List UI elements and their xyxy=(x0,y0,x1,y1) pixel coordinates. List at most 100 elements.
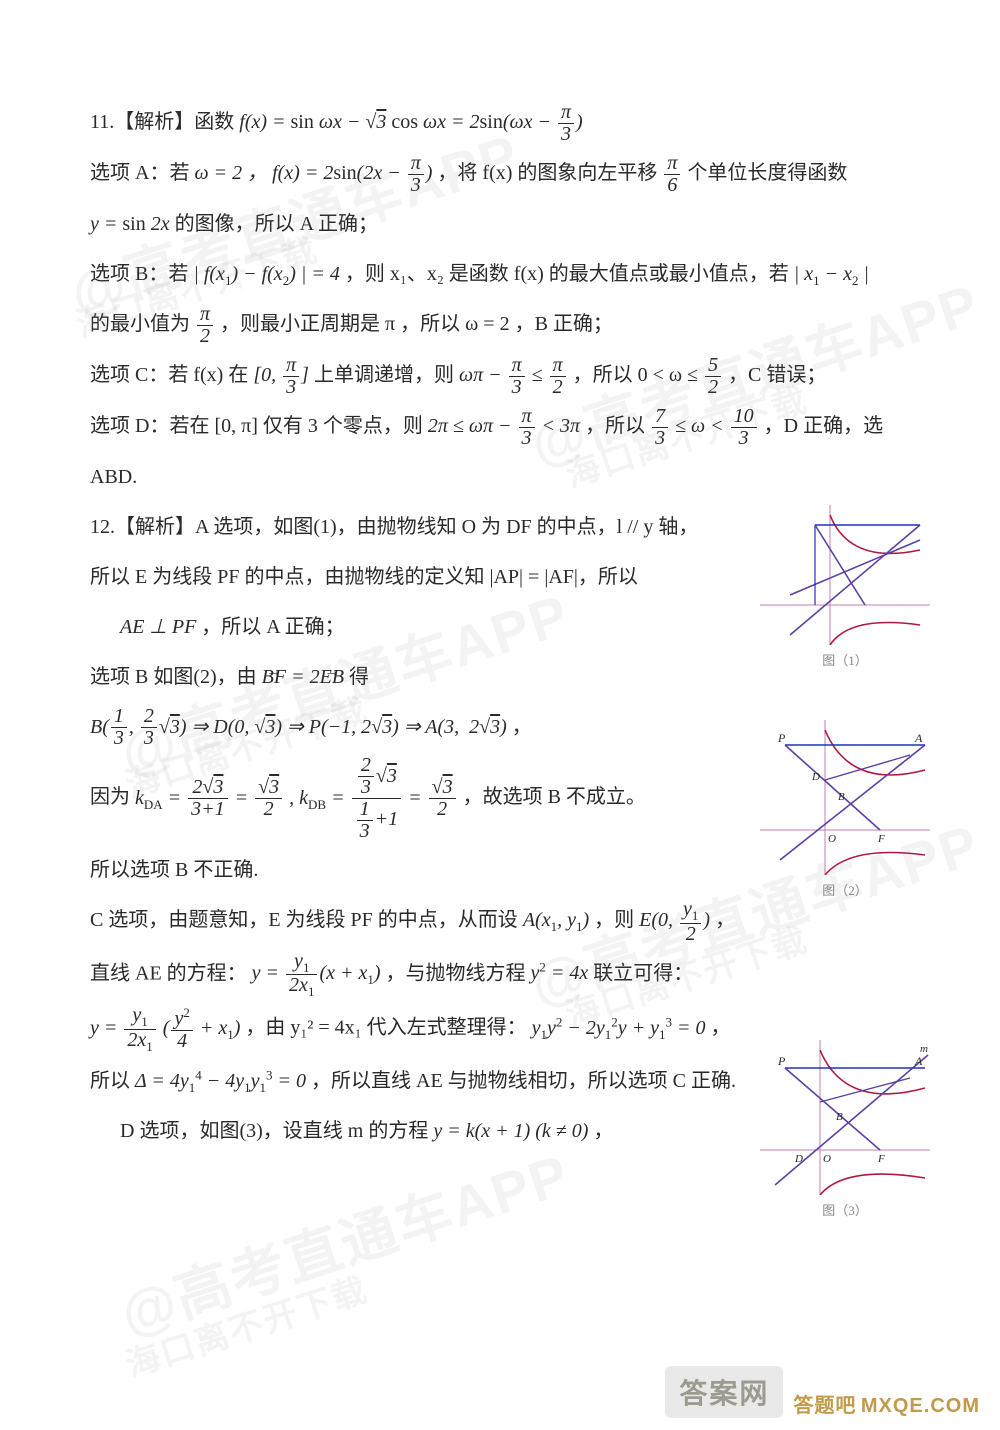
svg-text:O: O xyxy=(828,833,836,845)
p11-answer: ABD. xyxy=(90,455,910,499)
text: 选项 C：若 f(x) 在 xyxy=(90,364,253,386)
frac: 103 xyxy=(731,406,757,449)
text: ，所以直线 AE 与抛物线相切，所以选项 C 正确. xyxy=(311,1070,736,1092)
math: [0, π3] xyxy=(253,364,309,386)
text: ，由 y₁² = 4x₁ 代入左式整理得： xyxy=(245,1017,526,1039)
figure-1: 图（1） xyxy=(760,505,930,665)
p12-optA-1: 12.【解析】A 选项，如图(1)，由抛物线知 O 为 DF 的中点，l // … xyxy=(90,505,740,549)
p11-optA-2: y = sin 2x 的图像，所以 A 正确； xyxy=(90,202,910,246)
math: | x1 − x2 | xyxy=(794,263,869,285)
p12-optA-2: 所以 E 为线段 PF 的中点，由抛物线的定义知 |AP| = |AF|，所以 xyxy=(90,555,740,599)
text: ， xyxy=(512,716,532,738)
text: 直线 AE 的方程： xyxy=(90,962,247,984)
math: y = y12x1 (y24 + x1) xyxy=(90,1017,245,1039)
figure-3-caption: 图（3） xyxy=(760,1200,930,1219)
math: f(x) = sin ωx − √3 cos ωx = 2sin(ωx − π3… xyxy=(239,111,582,133)
figure-2: P A B D O F 图（2） xyxy=(760,720,930,880)
math: ≤ ω < xyxy=(675,415,729,437)
text: 个单位长度得函数 xyxy=(687,162,847,184)
text: ，与抛物线方程 xyxy=(386,962,531,984)
svg-text:F: F xyxy=(877,833,885,845)
text: 上单调递增，则 xyxy=(314,364,459,386)
p11-optA-1: 选项 A：若 ω = 2 ， f(x) = 2sin(2x − π3) ，将 f… xyxy=(90,151,910,196)
text: ，C 错误； xyxy=(728,364,826,386)
svg-text:B: B xyxy=(838,791,845,803)
p12-optC-2: 直线 AE 的方程： y = y12x1(x + x1) ，与抛物线方程 y2 … xyxy=(90,951,740,999)
p12-optC-1: C 选项，由题意知，E 为线段 PF 的中点，从而设 A(x1, y1) ，则 … xyxy=(90,898,910,944)
text: ， xyxy=(711,1017,731,1039)
svg-text:F: F xyxy=(877,1153,885,1165)
p12-optB-1: 选项 B 如图(2)，由 BF = 2EB 得 xyxy=(90,655,740,699)
footer-logo-2: 答题吧 MXQE.COM xyxy=(793,1389,980,1418)
math: E(0, y12) xyxy=(639,909,710,931)
p12-optB-2: B(13, 23√3) ⇒ D(0, √3) ⇒ P(−1, 2√3) ⇒ A(… xyxy=(90,705,740,750)
math: y2 = 4x xyxy=(531,962,589,984)
text: ，则 xyxy=(594,909,639,931)
frac: π2 xyxy=(197,304,213,347)
p11-optB-1: 选项 B：若 | f(x1) − f(x2) | = 4 ，则 x₁、x₂ 是函… xyxy=(90,252,910,296)
text: ，则最小正周期是 π ，所以 ω = 2 ，B 正确； xyxy=(220,313,613,335)
text: 选项 B 如图(2)，由 xyxy=(90,666,262,688)
math: ω = 2 ， f(x) = 2sin(2x − π3) xyxy=(194,162,437,184)
math: y = y12x1(x + x1) xyxy=(252,962,386,984)
figure-3-svg: P A m B D O F xyxy=(760,1040,930,1195)
text: 的图像，所以 A 正确； xyxy=(175,213,378,235)
figure-2-caption: 图（2） xyxy=(760,880,930,899)
text: ，所以 A 正确； xyxy=(201,616,344,638)
text: ，故选项 B 不成立。 xyxy=(463,787,646,809)
text: ，D 正确，选 xyxy=(764,415,883,437)
p11-optD: 选项 D：若在 [0, π] 仅有 3 个零点，则 2π ≤ ωπ − π3 <… xyxy=(90,404,910,449)
text: 的最小值为 xyxy=(90,313,195,335)
math: y1y2 − 2y12y + y13 = 0 xyxy=(532,1017,711,1039)
math: | f(x1) − f(x2) | = 4 xyxy=(193,263,340,285)
p11-line1: 11.【解析】函数 f(x) = sin ωx − √3 cos ωx = 2s… xyxy=(90,100,910,145)
math: Δ = 4y14 − 4y1y13 = 0 xyxy=(135,1070,311,1092)
math: B(13, 23√3) ⇒ D(0, √3) ⇒ P(−1, 2√3) ⇒ A(… xyxy=(90,716,512,738)
figure-3: P A m B D O F 图（3） xyxy=(760,1040,930,1200)
svg-text:P: P xyxy=(777,731,786,745)
text: C 选项，由题意知，E 为线段 PF 的中点，从而设 xyxy=(90,909,523,931)
text: ， xyxy=(593,1120,613,1142)
text: 选项 D：若在 [0, π] 仅有 3 个零点，则 xyxy=(90,415,428,437)
text: 11.【解析】函数 xyxy=(90,111,239,133)
figure-1-svg xyxy=(760,505,930,645)
frac: 52 xyxy=(705,355,721,398)
math: ωπ − π3 ≤ π2 xyxy=(459,364,568,386)
svg-text:P: P xyxy=(777,1054,786,1068)
svg-text:D: D xyxy=(811,771,820,783)
text: D 选项，如图(3)，设直线 m 的方程 xyxy=(120,1120,433,1142)
frac: 73 xyxy=(652,406,668,449)
p12-optB-3: 因为 kDA = 2√33+1 = √32 , kDB = 23√3 13+1 … xyxy=(90,755,740,842)
text: 选项 B：若 xyxy=(90,263,193,285)
math: kDA = 2√33+1 = √32 , kDB = 23√3 13+1 = √… xyxy=(135,787,463,809)
text: 所以 xyxy=(90,1070,135,1092)
text: ，所以 xyxy=(585,415,650,437)
text: 因为 xyxy=(90,787,135,809)
text: 得 xyxy=(349,666,369,688)
math: y = sin 2x xyxy=(90,213,170,235)
svg-text:m: m xyxy=(920,1043,928,1055)
svg-text:A: A xyxy=(914,1054,923,1068)
footer-domain: MXQE.COM xyxy=(861,1395,980,1417)
text: ，则 x₁、x₂ 是函数 f(x) 的最大值点或最小值点，若 xyxy=(345,263,794,285)
math: A(x1, y1) xyxy=(523,909,589,931)
p12-optC-3: y = y12x1 (y24 + x1) ，由 y₁² = 4x₁ 代入左式整理… xyxy=(90,1005,740,1053)
p11-optB-2: 的最小值为 π2 ，则最小正周期是 π ，所以 ω = 2 ，B 正确； xyxy=(90,302,910,347)
svg-text:D: D xyxy=(794,1153,803,1165)
figure-2-svg: P A B D O F xyxy=(760,720,930,875)
svg-text:B: B xyxy=(836,1111,843,1123)
math: BF = 2EB xyxy=(262,666,344,688)
p11-optC: 选项 C：若 f(x) 在 [0, π3] 上单调递增，则 ωπ − π3 ≤ … xyxy=(90,353,910,398)
footer-logo-2-text: 答题吧 xyxy=(793,1395,856,1417)
math: y = k(x + 1) (k ≠ 0) xyxy=(433,1120,588,1142)
math: 2π ≤ ωπ − π3 < 3π xyxy=(428,415,580,437)
text: ，将 f(x) 的图象向左平移 xyxy=(437,162,662,184)
svg-text:A: A xyxy=(914,731,923,745)
text: 选项 A：若 xyxy=(90,162,194,184)
svg-text:O: O xyxy=(823,1153,831,1165)
frac: π6 xyxy=(664,153,680,196)
text: ，所以 0 < ω ≤ xyxy=(573,364,703,386)
figure-1-caption: 图（1） xyxy=(760,650,930,669)
footer: 答案网 答题吧 MXQE.COM xyxy=(665,1366,980,1418)
math: AE ⊥ PF xyxy=(120,616,196,638)
